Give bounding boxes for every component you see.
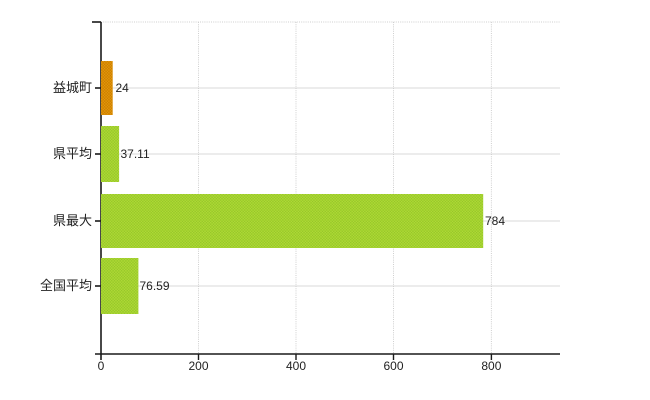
svg-text:784: 784 <box>485 214 505 228</box>
svg-text:37.11: 37.11 <box>121 147 150 161</box>
svg-text:600: 600 <box>383 359 403 373</box>
svg-text:益城町: 益城町 <box>53 80 92 95</box>
svg-text:0: 0 <box>98 359 105 373</box>
svg-text:800: 800 <box>481 359 501 373</box>
svg-text:200: 200 <box>188 359 208 373</box>
svg-text:全国平均: 全国平均 <box>40 278 92 293</box>
svg-text:400: 400 <box>286 359 306 373</box>
svg-text:76.59: 76.59 <box>140 279 170 293</box>
svg-text:県平均: 県平均 <box>53 146 92 161</box>
svg-text:24: 24 <box>116 81 130 95</box>
svg-text:県最大: 県最大 <box>53 213 92 228</box>
